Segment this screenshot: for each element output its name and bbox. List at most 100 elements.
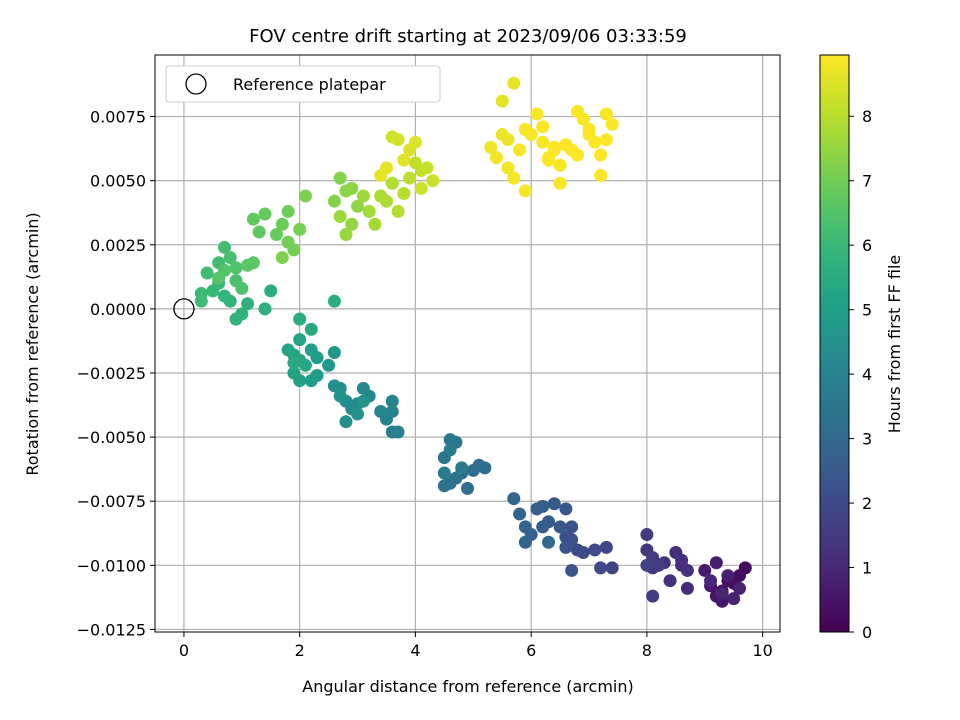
- data-point: [501, 161, 515, 175]
- data-point: [368, 217, 382, 231]
- data-point: [281, 343, 295, 357]
- data-point: [461, 481, 474, 495]
- y-tick-label: 0.0025: [90, 236, 146, 255]
- data-point: [287, 243, 301, 257]
- data-point: [542, 535, 556, 549]
- data-point: [536, 120, 550, 134]
- data-point: [374, 169, 388, 183]
- data-point: [727, 592, 741, 606]
- data-point: [547, 143, 561, 157]
- data-point: [570, 148, 584, 162]
- data-point: [339, 228, 353, 242]
- data-point: [270, 228, 284, 242]
- data-point: [217, 240, 231, 254]
- data-point: [351, 199, 365, 213]
- data-point: [559, 540, 573, 554]
- legend-box: [165, 65, 441, 103]
- data-point: [327, 194, 341, 208]
- data-point: [385, 404, 399, 418]
- data-point: [293, 333, 307, 347]
- data-point: [397, 153, 411, 167]
- data-point: [212, 271, 226, 285]
- data-point: [588, 543, 602, 557]
- x-axis-label: Angular distance from reference (arcmin): [302, 677, 633, 696]
- data-point: [304, 322, 318, 336]
- data-point: [246, 212, 260, 226]
- y-tick-label: 0.0075: [90, 108, 146, 127]
- data-point: [680, 563, 694, 577]
- scatter-points: [173, 76, 752, 608]
- colorbar-tick-label: 0: [862, 623, 872, 642]
- y-tick-label: −0.0050: [77, 428, 146, 447]
- data-point: [594, 169, 608, 183]
- data-point: [559, 530, 573, 544]
- data-point: [513, 507, 527, 521]
- legend: Reference platepar: [165, 65, 441, 103]
- data-point: [524, 127, 538, 141]
- data-point: [553, 176, 567, 190]
- y-tick-label: −0.0025: [77, 364, 146, 383]
- x-tick-label: 0: [179, 641, 189, 660]
- data-point: [356, 381, 370, 395]
- colorbar-tick-label: 7: [862, 172, 872, 191]
- y-tick-label: 0.0000: [90, 300, 146, 319]
- data-point: [414, 181, 428, 195]
- data-point: [640, 528, 654, 542]
- data-point: [605, 117, 619, 131]
- data-point: [721, 569, 735, 583]
- data-point: [246, 256, 260, 270]
- data-point: [675, 553, 689, 567]
- colorbar-tick-label: 1: [862, 559, 872, 578]
- data-point: [646, 589, 660, 603]
- data-point: [293, 222, 307, 236]
- data-point: [582, 122, 596, 136]
- colorbar-tick-label: 8: [862, 107, 872, 126]
- data-point: [698, 563, 712, 577]
- data-point: [287, 356, 301, 370]
- data-point: [287, 366, 301, 380]
- data-point: [594, 561, 608, 575]
- colorbar-tick-label: 4: [862, 365, 872, 384]
- data-point: [530, 107, 544, 121]
- data-point: [258, 207, 272, 221]
- data-point: [397, 186, 411, 200]
- legend-label: Reference platepar: [233, 75, 386, 94]
- y-axis-ticks: −0.0125 −0.0100 −0.0075 −0.0050 −0.0025 0.000…: [77, 108, 155, 639]
- x-tick-label: 2: [295, 641, 305, 660]
- data-point: [553, 520, 567, 534]
- data-point: [327, 379, 341, 393]
- data-point: [547, 497, 561, 511]
- data-point: [356, 394, 370, 408]
- data-point: [715, 587, 729, 601]
- data-point: [518, 535, 532, 549]
- data-point: [322, 358, 336, 372]
- data-point: [437, 466, 451, 480]
- data-point: [327, 294, 341, 308]
- colorbar-gradient: [819, 54, 850, 633]
- data-point: [489, 151, 503, 165]
- data-point: [599, 133, 613, 147]
- data-point: [536, 520, 550, 534]
- data-point: [275, 217, 289, 231]
- data-point: [351, 407, 365, 421]
- data-point: [588, 135, 602, 149]
- data-point: [570, 543, 584, 557]
- data-point: [223, 251, 237, 265]
- data-point: [356, 189, 370, 203]
- y-tick-label: −0.0125: [77, 620, 146, 639]
- y-axis-label: Rotation from reference (arcmin): [23, 212, 42, 475]
- data-point: [333, 389, 347, 403]
- data-point: [304, 343, 318, 357]
- data-point: [293, 312, 307, 326]
- data-point: [345, 217, 359, 231]
- data-point: [379, 194, 393, 208]
- data-point: [518, 520, 532, 534]
- y-tick-label: −0.0100: [77, 556, 146, 575]
- data-point: [709, 556, 723, 570]
- data-point: [264, 284, 278, 298]
- data-point: [327, 345, 341, 359]
- data-point: [194, 294, 208, 308]
- data-point: [333, 210, 347, 224]
- data-point: [362, 204, 376, 218]
